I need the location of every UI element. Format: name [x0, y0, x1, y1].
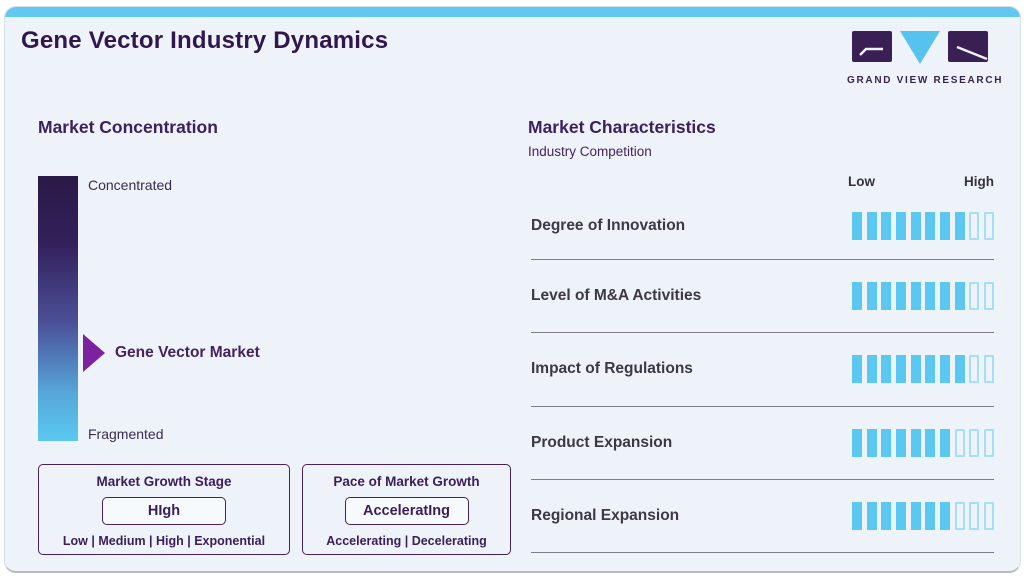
rating-segment-filled — [895, 282, 906, 311]
industry-competition-subheading: Industry Competition — [528, 144, 652, 159]
rating-segment-filled — [910, 355, 921, 384]
characteristic-row: Degree of Innovation — [531, 193, 994, 260]
logo-wordmark: GRAND VIEW RESEARCH — [847, 75, 1004, 86]
gvr-logo-icon — [852, 31, 988, 64]
characteristic-row: Level of M&A Activities — [531, 260, 994, 334]
rating-segment-filled — [881, 428, 892, 457]
rating-segment-filled — [866, 212, 877, 240]
rating-segment-filled — [881, 212, 892, 240]
rating-segment-empty — [984, 355, 994, 384]
rating-segment-filled — [895, 501, 906, 530]
rating-segment-filled — [925, 355, 936, 384]
rating-segment-filled — [866, 282, 877, 311]
rating-segment-empty — [969, 212, 980, 240]
fragmented-label: Fragmented — [88, 426, 164, 442]
rating-segment-empty — [984, 282, 994, 311]
market-position-arrow-icon — [83, 334, 105, 372]
rating-segment-empty — [969, 501, 980, 530]
page-title: Gene Vector Industry Dynamics — [21, 27, 389, 54]
rating-segment-filled — [910, 501, 921, 530]
rating-segment-filled — [910, 212, 921, 240]
rating-segment-empty — [984, 428, 994, 457]
rating-segment-filled — [954, 212, 965, 240]
characteristic-label: Regional Expansion — [531, 506, 680, 524]
rating-bar — [851, 428, 994, 457]
characteristics-rows: Degree of Innovation Level of M&A Activit… — [531, 193, 994, 553]
rating-segment-filled — [895, 428, 906, 457]
pace-options: Accelerating | Decelerating — [326, 534, 487, 548]
rating-bar — [851, 501, 994, 530]
characteristic-label: Degree of Innovation — [531, 217, 686, 234]
rating-segment-empty — [954, 501, 965, 530]
rating-segment-empty — [969, 282, 980, 311]
rating-segment-filled — [881, 282, 892, 311]
rating-segment-empty — [969, 355, 980, 384]
growth-stage-options: Low | Medium | High | Exponential — [62, 534, 266, 548]
grand-view-research-logo: GRAND VIEW RESEARCH — [847, 27, 1004, 86]
scale-high-label: High — [964, 174, 994, 189]
rating-segment-filled — [954, 282, 965, 311]
rating-scale-labels: Low High — [848, 174, 994, 189]
rating-segment-filled — [851, 428, 862, 457]
characteristic-row: Product Expansion — [531, 407, 994, 480]
pace-of-growth-box: Pace of Market Growth AcceleratIng Accel… — [302, 464, 511, 555]
characteristic-row: Impact of Regulations — [531, 333, 994, 407]
characteristic-label: Impact of Regulations — [531, 360, 693, 378]
rating-segment-filled — [925, 501, 936, 530]
scale-low-label: Low — [848, 174, 875, 189]
rating-segment-filled — [866, 355, 877, 384]
gene-vector-market-label: Gene Vector Market — [115, 344, 260, 361]
top-accent-bar — [5, 7, 1020, 17]
rating-bar — [851, 355, 994, 384]
rating-segment-filled — [939, 355, 950, 384]
rating-segment-empty — [954, 428, 965, 457]
growth-stage-title: Market Growth Stage — [96, 474, 232, 489]
rating-segment-filled — [895, 212, 906, 240]
concentration-gradient-bar — [38, 176, 78, 441]
characteristic-label: Product Expansion — [531, 433, 673, 451]
rating-segment-filled — [866, 428, 877, 457]
rating-segment-filled — [851, 355, 862, 384]
rating-segment-filled — [910, 428, 921, 457]
rating-segment-empty — [984, 501, 994, 530]
rating-segment-filled — [939, 428, 950, 457]
market-concentration-heading: Market Concentration — [38, 117, 218, 137]
rating-segment-filled — [939, 282, 950, 311]
rating-segment-filled — [866, 501, 877, 530]
characteristic-label: Level of M&A Activities — [531, 287, 702, 305]
rating-segment-filled — [881, 501, 892, 530]
characteristic-row: Regional Expansion — [531, 480, 994, 553]
concentrated-label: Concentrated — [88, 177, 173, 193]
pace-title: Pace of Market Growth — [333, 474, 480, 489]
rating-segment-empty — [969, 428, 980, 457]
rating-segment-filled — [925, 212, 936, 240]
rating-segment-filled — [881, 355, 892, 384]
rating-bar — [851, 282, 994, 311]
pace-value: AcceleratIng — [344, 497, 469, 525]
rating-segment-filled — [939, 212, 950, 240]
rating-segment-filled — [851, 212, 862, 240]
market-growth-stage-box: Market Growth Stage HIgh Low | Medium | … — [38, 464, 290, 555]
market-characteristics-heading: Market Characteristics — [528, 117, 716, 137]
growth-stage-value: HIgh — [102, 497, 226, 525]
rating-segment-filled — [851, 501, 862, 530]
rating-segment-filled — [910, 282, 921, 311]
rating-segment-filled — [954, 355, 965, 384]
rating-segment-filled — [925, 282, 936, 311]
rating-segment-filled — [939, 501, 950, 530]
rating-segment-empty — [984, 212, 994, 240]
rating-bar — [851, 212, 994, 240]
rating-segment-filled — [895, 355, 906, 384]
rating-segment-filled — [925, 428, 936, 457]
infographic-card: Gene Vector Industry Dynamics GRAND VIEW… — [4, 6, 1021, 573]
rating-segment-filled — [851, 282, 862, 311]
